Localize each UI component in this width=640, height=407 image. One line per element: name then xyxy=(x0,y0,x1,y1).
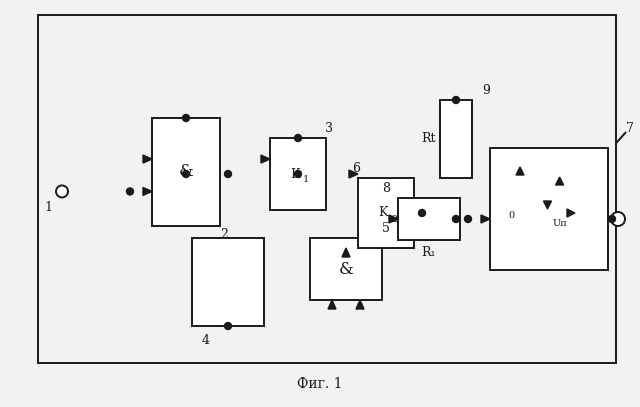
Text: 9: 9 xyxy=(482,83,490,96)
Bar xyxy=(358,178,414,248)
Polygon shape xyxy=(567,209,575,217)
Circle shape xyxy=(465,215,472,223)
Polygon shape xyxy=(143,155,152,163)
Circle shape xyxy=(127,188,134,195)
Text: 2: 2 xyxy=(220,228,228,241)
Bar xyxy=(440,100,472,178)
Circle shape xyxy=(182,171,189,177)
Circle shape xyxy=(294,134,301,142)
Text: Rt: Rt xyxy=(422,133,436,145)
Bar xyxy=(38,15,616,363)
Text: &: & xyxy=(339,260,353,278)
Circle shape xyxy=(225,322,232,330)
Text: 0: 0 xyxy=(508,212,514,221)
Text: 6: 6 xyxy=(352,162,360,175)
Circle shape xyxy=(611,212,625,226)
Circle shape xyxy=(294,171,301,177)
Polygon shape xyxy=(543,201,552,209)
Text: 1: 1 xyxy=(44,201,52,214)
Bar xyxy=(490,148,608,270)
Text: 2: 2 xyxy=(391,214,397,223)
Text: Uп: Uп xyxy=(552,219,567,228)
Text: 7: 7 xyxy=(626,122,634,134)
Text: 3: 3 xyxy=(325,122,333,134)
Circle shape xyxy=(56,186,68,197)
Bar xyxy=(192,238,264,326)
Text: 8: 8 xyxy=(382,182,390,195)
Polygon shape xyxy=(516,167,524,175)
Circle shape xyxy=(452,96,460,103)
Bar xyxy=(310,238,382,300)
Text: 1: 1 xyxy=(303,175,309,184)
Polygon shape xyxy=(342,248,350,257)
Text: K: K xyxy=(378,206,388,219)
Text: K: K xyxy=(291,168,300,180)
Circle shape xyxy=(225,171,232,177)
Text: &: & xyxy=(179,164,193,180)
Text: 4: 4 xyxy=(202,333,210,346)
Polygon shape xyxy=(389,215,398,223)
Circle shape xyxy=(182,114,189,122)
Bar xyxy=(152,118,220,226)
Text: R₁: R₁ xyxy=(422,247,436,260)
Polygon shape xyxy=(143,188,152,195)
Polygon shape xyxy=(556,177,564,185)
Polygon shape xyxy=(481,215,490,223)
Bar xyxy=(270,138,326,210)
Circle shape xyxy=(419,210,426,217)
Polygon shape xyxy=(349,170,358,178)
Circle shape xyxy=(609,215,616,223)
Circle shape xyxy=(452,215,460,223)
Text: Фиг. 1: Фиг. 1 xyxy=(297,377,343,391)
Polygon shape xyxy=(356,300,364,309)
Bar xyxy=(398,198,460,240)
Polygon shape xyxy=(261,155,270,163)
Text: 5: 5 xyxy=(382,221,390,234)
Polygon shape xyxy=(328,300,336,309)
